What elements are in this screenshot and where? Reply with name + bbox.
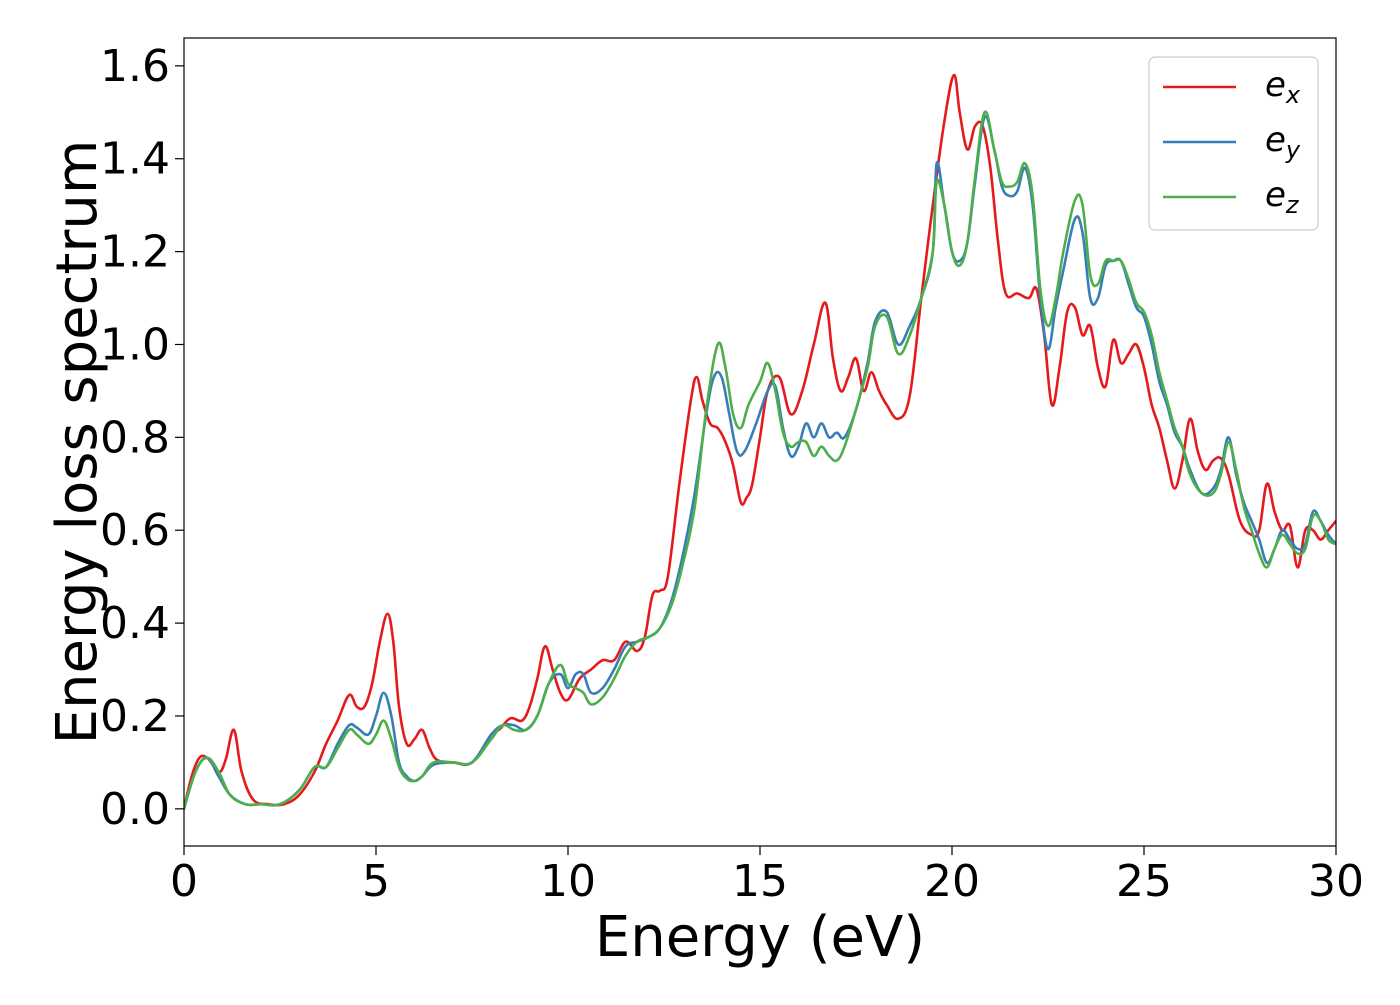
y-tick-label: 0.4 <box>100 598 170 649</box>
y-axis: 0.0 0.2 0.4 0.6 0.8 1.0 1.2 1.4 1.6 <box>100 41 184 835</box>
x-tick-label: 30 <box>1308 856 1364 907</box>
y-axis-label: Energy loss spectrum <box>45 140 110 745</box>
x-tick-label: 20 <box>924 856 980 907</box>
x-axis: 0 5 10 15 20 25 30 <box>170 846 1364 907</box>
series-line-z <box>184 110 1336 811</box>
series-layer <box>184 73 1336 811</box>
y-tick-label: 0.8 <box>100 412 170 463</box>
series-line-x <box>184 73 1336 811</box>
y-tick-label: 1.0 <box>100 319 170 370</box>
y-tick-label: 0.2 <box>100 691 170 742</box>
y-tick-label: 1.4 <box>100 134 170 185</box>
x-tick-label: 25 <box>1116 856 1172 907</box>
x-axis-label: Energy (eV) <box>595 905 925 970</box>
x-tick-label: 15 <box>732 856 788 907</box>
x-tick-label: 5 <box>362 856 390 907</box>
y-tick-label: 0.6 <box>100 505 170 556</box>
y-tick-label: 0.0 <box>100 784 170 835</box>
legend-label-x: ex <box>1265 65 1301 109</box>
legend-box <box>1148 56 1319 231</box>
x-tick-label: 0 <box>170 856 198 907</box>
x-tick-label: 10 <box>540 856 596 907</box>
y-tick-label: 1.2 <box>100 227 170 278</box>
y-tick-label: 1.6 <box>100 41 170 92</box>
